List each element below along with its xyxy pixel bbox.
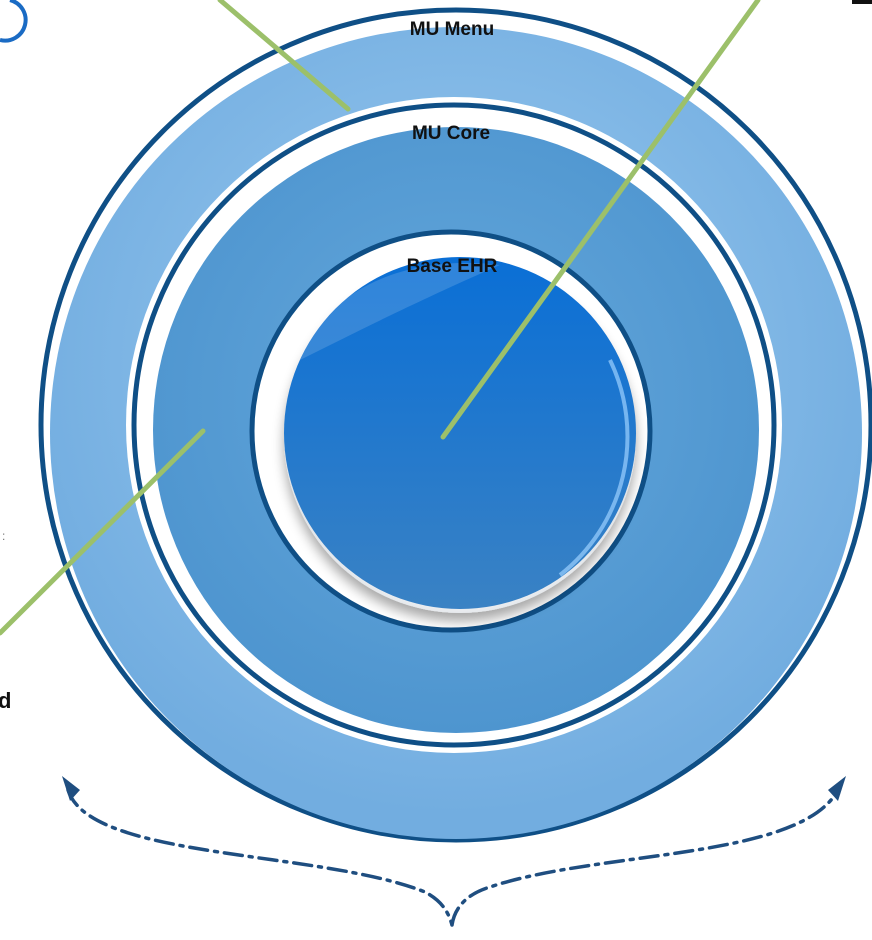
left-edge-arc [0,0,28,43]
mu-core-boundary-ring [131,102,777,748]
connector-line-base-ehr [440,0,761,440]
base-ehr-core [284,257,636,609]
mu-menu-label: MU Menu [410,19,494,40]
mu-core-label: MU Core [412,123,490,144]
left-edge-dot: : [2,529,5,543]
core-rim-highlight [558,359,630,577]
connector-line-mu-core [0,428,206,636]
arrowhead-icon [62,776,80,801]
left-edge-text: d [0,688,11,713]
outer-boundary-ring [38,7,872,843]
connector-line-mu-menu [217,0,351,112]
dash-dot-brace-icon [66,788,840,927]
corner-dash-mark [852,0,872,4]
arrowhead-icon [828,776,846,801]
core-gloss [300,262,500,360]
base-ehr-label: Base EHR [407,256,498,277]
